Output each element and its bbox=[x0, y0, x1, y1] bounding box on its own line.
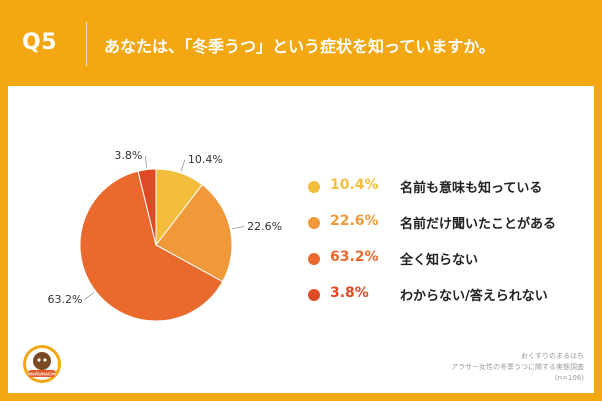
legend-swatch-4 bbox=[308, 289, 320, 301]
legend-label-3: 全く知らない bbox=[400, 253, 479, 268]
legend-label-2: 名前だけ聞いたことがある bbox=[400, 217, 557, 232]
pie-slice-4 bbox=[137, 168, 157, 246]
logo-text: MARUHACHI bbox=[28, 372, 56, 377]
brand-logo: MARUHACHI bbox=[22, 344, 62, 388]
legend-percent-2: 22.6% bbox=[330, 213, 379, 229]
chart-panel: 10.4% 22.6% 63.2% 3.8% 10.4% 名前も意味も知っている 22.6… bbox=[8, 86, 594, 393]
question-text: あなたは、「冬季うつ」という症状を知っていますか。 bbox=[104, 37, 495, 56]
legend-label-1: 名前も意味も知っている bbox=[400, 181, 543, 196]
pie-leader-line-3 bbox=[84, 292, 95, 301]
legend-percent-3: 63.2% bbox=[330, 249, 379, 265]
pie-leader-line-2 bbox=[232, 226, 245, 230]
source-line-2: アラサー女性の冬季うつに関する実態調査 bbox=[451, 363, 584, 371]
pie-leader-line-1 bbox=[180, 159, 186, 172]
pie-slice-label-3: 63.2% bbox=[47, 292, 83, 306]
legend-item-2: 22.6% 名前だけ聞いたことがある bbox=[308, 212, 588, 234]
legend-swatch-1 bbox=[308, 181, 320, 193]
question-number: Q5 bbox=[22, 30, 58, 55]
pie-slice-3 bbox=[79, 170, 224, 322]
header-divider bbox=[86, 22, 87, 66]
pie-leader-line-4 bbox=[144, 155, 148, 168]
legend: 10.4% 名前も意味も知っている 22.6% 名前だけ聞いたことがある 63.2% 全く… bbox=[308, 176, 588, 320]
pie-chart bbox=[79, 155, 245, 322]
pharmacy-mascot-logo-icon: MARUHACHI bbox=[23, 345, 61, 383]
pie-slice-label-2: 22.6% bbox=[247, 219, 283, 233]
pie-slice-2 bbox=[155, 183, 233, 283]
legend-percent-4: 3.8% bbox=[330, 285, 369, 301]
legend-label-4: わからない/答えられない bbox=[400, 289, 548, 304]
pie-slice-label-1: 10.4% bbox=[187, 152, 223, 166]
legend-item-1: 10.4% 名前も意味も知っている bbox=[308, 176, 588, 198]
pie-slice-label-4: 3.8% bbox=[114, 148, 143, 162]
source-line-1: おくすりのまるはち bbox=[521, 352, 584, 360]
legend-swatch-3 bbox=[308, 253, 320, 265]
header-bar: Q5 あなたは、「冬季うつ」という症状を知っていますか。 bbox=[0, 0, 602, 86]
legend-percent-1: 10.4% bbox=[330, 177, 379, 193]
legend-item-3: 63.2% 全く知らない bbox=[308, 248, 588, 270]
source-note: おくすりのまるはち アラサー女性の冬季うつに関する実態調査 (n=106) bbox=[344, 351, 584, 384]
legend-swatch-2 bbox=[308, 217, 320, 229]
source-line-3: (n=106) bbox=[554, 374, 584, 382]
legend-item-4: 3.8% わからない/答えられない bbox=[308, 284, 588, 306]
